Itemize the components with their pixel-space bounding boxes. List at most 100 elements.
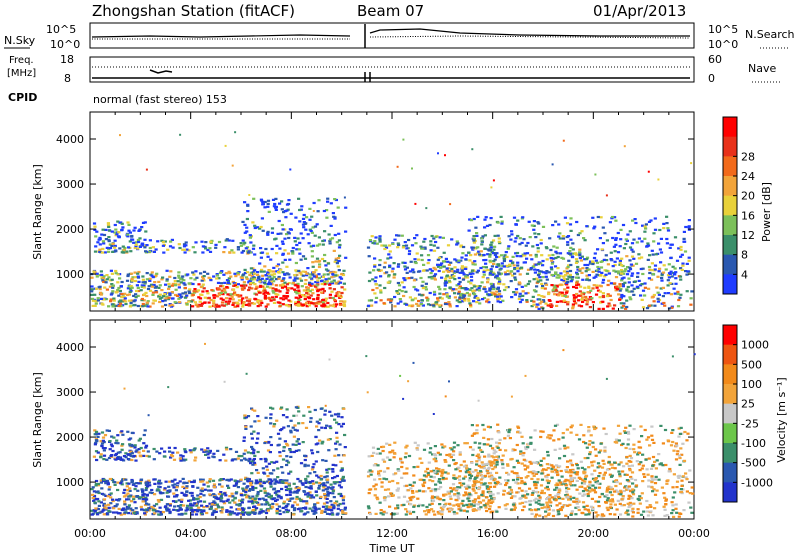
radar-return-cell (408, 270, 412, 273)
radar-return-cell (554, 271, 558, 274)
radar-return-cell (144, 486, 149, 490)
radar-return-cell (114, 505, 118, 508)
radar-return-cell (681, 262, 685, 265)
radar-return-cell (304, 493, 308, 496)
radar-return-cell (129, 450, 133, 453)
radar-return-cell (598, 237, 602, 240)
radar-return-cell (669, 243, 673, 246)
radar-return-cell (254, 287, 258, 290)
radar-return-cell (263, 200, 267, 204)
radar-return-cell (599, 285, 603, 288)
y-tick-label: 2000 (56, 223, 84, 236)
radar-return-cell (329, 202, 333, 205)
radar-return-cell (144, 510, 148, 513)
radar-return-cell (117, 304, 121, 308)
radar-return-cell (512, 466, 516, 469)
radar-return-cell (583, 263, 587, 267)
radar-return-cell (580, 271, 584, 274)
radar-return-cell (562, 299, 566, 302)
radar-return-cell (436, 470, 440, 473)
radar-return-cell (94, 479, 99, 483)
radar-return-cell (578, 269, 582, 272)
radar-return-cell (178, 508, 182, 511)
radar-return-cell (92, 509, 96, 512)
radar-return-cell (165, 509, 169, 512)
radar-return-cell (209, 489, 213, 492)
radar-return-cell (502, 283, 506, 286)
radar-return-cell (278, 479, 282, 482)
radar-return-cell (264, 511, 269, 515)
radar-return-cell (609, 251, 613, 254)
radar-return-cell (261, 274, 265, 277)
radar-return-cell (404, 508, 408, 511)
radar-return-cell (339, 486, 343, 489)
radar-return-cell (326, 197, 330, 200)
radar-return-cell (541, 276, 545, 279)
radar-return-cell (404, 244, 409, 247)
radar-return-cell (334, 442, 338, 445)
radar-return-cell (508, 490, 512, 494)
radar-return-cell (228, 297, 232, 300)
nsky-tick-high: 10^5 (46, 23, 76, 36)
radar-return-cell (146, 485, 150, 488)
radar-return-cell (587, 279, 591, 282)
radar-return-cell (432, 290, 437, 293)
radar-return-cell (433, 471, 437, 474)
radar-return-cell (603, 269, 607, 272)
radar-return-cell (120, 222, 124, 225)
radar-return-cell (301, 483, 305, 486)
radar-return-cell (107, 240, 111, 243)
radar-return-cell (436, 265, 440, 268)
radar-return-cell (246, 480, 250, 483)
radar-return-cell (303, 295, 307, 298)
radar-return-cell (328, 238, 333, 241)
radar-return-cell (543, 287, 547, 290)
radar-return-cell (197, 506, 201, 509)
nave-blip (149, 69, 173, 74)
radar-return-cell (542, 295, 546, 298)
radar-return-cell (532, 289, 537, 292)
radar-return-cell (323, 475, 327, 478)
colorbar-tick-label: 4 (741, 268, 748, 281)
radar-return-cell (177, 499, 181, 502)
radar-return-cell (287, 483, 291, 486)
radar-return-cell (399, 457, 403, 460)
radar-return-cell (459, 244, 463, 247)
radar-return-cell (277, 505, 281, 508)
radar-return-cell (267, 276, 271, 279)
radar-return-cell (299, 208, 303, 211)
radar-return-cell (458, 481, 462, 485)
radar-return-cell (314, 260, 318, 263)
radar-return-cell (126, 287, 130, 290)
radar-return-cell (495, 463, 499, 466)
radar-return-cell (392, 473, 396, 476)
radar-return-cell (336, 265, 340, 268)
radar-return-cell (245, 230, 249, 233)
radar-return-cell (659, 251, 664, 254)
radar-return-cell (301, 500, 306, 503)
radar-return-cell (100, 510, 104, 513)
radar-return-cell (574, 302, 578, 305)
radar-return-cell (209, 240, 213, 243)
radar-return-cell (179, 504, 183, 507)
radar-return-cell (433, 513, 437, 516)
radar-return-cell (270, 231, 274, 234)
radar-return-cell (219, 297, 223, 300)
radar-return-cell (585, 278, 589, 281)
radar-return-cell (313, 225, 318, 228)
radar-return-cell (554, 494, 558, 497)
radar-return-cell (170, 303, 174, 306)
radar-return-cell (205, 481, 209, 484)
radar-return-cell (233, 305, 237, 308)
radar-return-cell (407, 238, 411, 242)
radar-return-cell (262, 481, 266, 485)
radar-return-cell (339, 303, 343, 306)
radar-return-cell (104, 508, 108, 511)
radar-return-cell (285, 408, 289, 411)
radar-return-cell (140, 226, 144, 229)
radar-return-cell (468, 302, 472, 305)
radar-return-cell (314, 435, 318, 439)
radar-return-cell (307, 486, 311, 489)
radar-return-cell (251, 451, 256, 454)
radar-return-cell (656, 275, 660, 278)
